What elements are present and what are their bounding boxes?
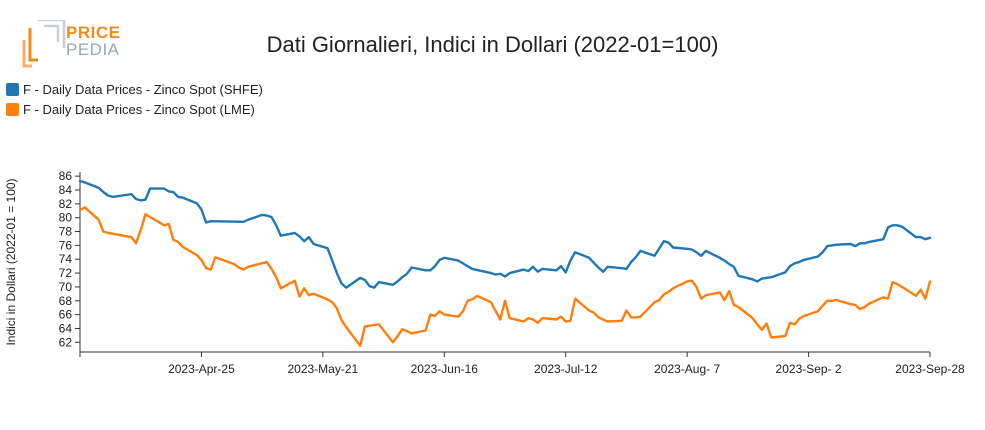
y-tick-label: 78 — [59, 225, 73, 239]
legend: F - Daily Data Prices - Zinco Spot (SHFE… — [6, 79, 263, 119]
legend-item-lme[interactable]: F - Daily Data Prices - Zinco Spot (LME) — [6, 99, 263, 119]
x-tick-label: 2023-Sep- 2 — [776, 362, 842, 376]
y-tick-label: 76 — [59, 238, 73, 252]
y-tick-label: 86 — [59, 169, 73, 183]
y-tick-label: 74 — [59, 252, 73, 266]
y-tick-label: 62 — [59, 335, 73, 349]
series-line-lme — [78, 206, 932, 347]
y-tick-label: 70 — [59, 280, 73, 294]
y-tick-label: 80 — [59, 211, 73, 225]
logo-text-pedia: PEDIA — [66, 40, 120, 59]
y-tick-label: 72 — [59, 266, 73, 280]
y-tick-label: 82 — [59, 197, 73, 211]
x-tick-label: 2023-Sep-28 — [895, 362, 965, 376]
legend-swatch-lme — [6, 102, 19, 116]
y-tick-label: 66 — [59, 308, 73, 322]
x-tick-label: 2023-Jul-12 — [534, 362, 598, 376]
logo-text-price: PRICE — [66, 23, 121, 42]
x-tick-label: 2023-May-21 — [287, 362, 358, 376]
x-tick-label: 2023-Apr-25 — [168, 362, 235, 376]
y-tick-label: 68 — [59, 294, 73, 308]
legend-label-shfe: F - Daily Data Prices - Zinco Spot (SHFE… — [23, 81, 263, 97]
pricepedia-logo — [22, 20, 66, 68]
legend-item-shfe[interactable]: F - Daily Data Prices - Zinco Spot (SHFE… — [6, 79, 263, 99]
x-tick-label: 2023-Jun-16 — [411, 362, 479, 376]
chart-title: Dati Giornalieri, Indici in Dollari (202… — [266, 32, 719, 57]
y-tick-label: 84 — [59, 183, 73, 197]
y-tick-label: 64 — [59, 321, 73, 335]
series-line-shfe — [78, 179, 932, 289]
legend-swatch-shfe — [6, 82, 19, 96]
logo-text: PRICE PEDIA — [66, 24, 120, 58]
y-axis-label: Indici in Dollari (2022-01 = 100) — [4, 178, 18, 345]
x-tick-label: 2023-Aug- 7 — [654, 362, 720, 376]
legend-label-lme: F - Daily Data Prices - Zinco Spot (LME) — [23, 101, 255, 117]
